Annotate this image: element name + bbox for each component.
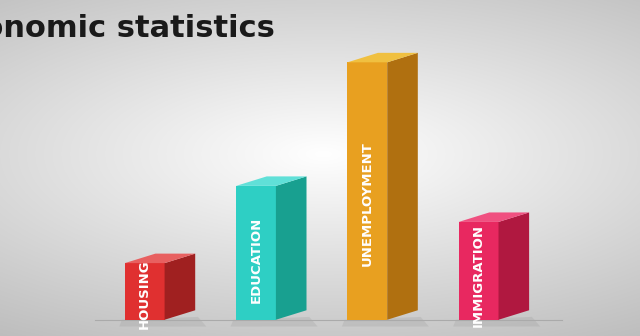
Polygon shape — [348, 62, 387, 320]
Polygon shape — [342, 317, 429, 327]
Polygon shape — [125, 254, 195, 263]
Polygon shape — [236, 176, 307, 186]
Polygon shape — [230, 317, 317, 327]
Polygon shape — [348, 53, 418, 62]
Polygon shape — [125, 263, 164, 320]
Polygon shape — [119, 317, 206, 327]
Polygon shape — [453, 317, 540, 327]
Polygon shape — [459, 212, 529, 222]
Polygon shape — [387, 53, 418, 320]
Polygon shape — [459, 222, 499, 320]
Text: HOUSING: HOUSING — [138, 259, 151, 329]
Text: IMMIGRATION: IMMIGRATION — [472, 224, 485, 327]
Polygon shape — [236, 186, 276, 320]
Text: Socio-economic statistics: Socio-economic statistics — [0, 13, 275, 43]
Polygon shape — [276, 176, 307, 320]
Text: EDUCATION: EDUCATION — [250, 216, 262, 303]
Polygon shape — [164, 254, 195, 320]
Text: UNEMPLOYMENT: UNEMPLOYMENT — [361, 141, 374, 266]
Polygon shape — [499, 212, 529, 320]
